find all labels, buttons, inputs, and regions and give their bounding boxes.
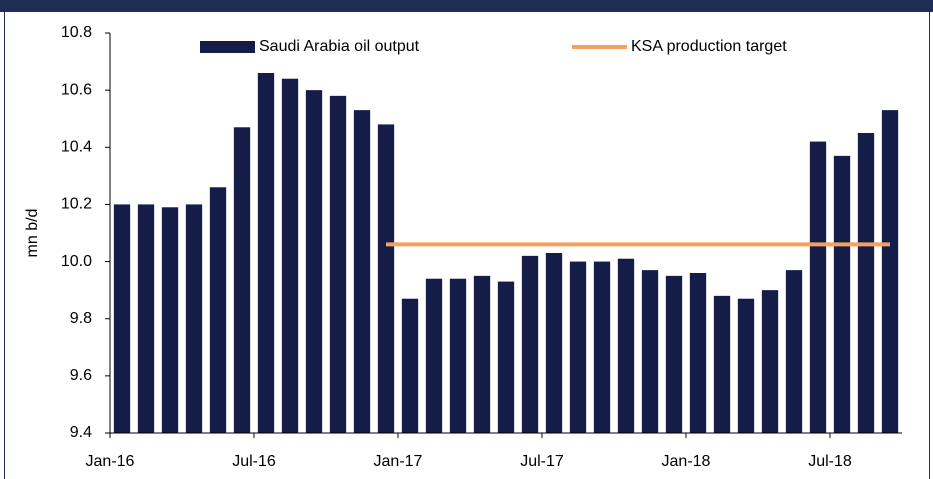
x-tick-label: Jan-18 (662, 453, 711, 470)
bar (257, 73, 275, 433)
bar (689, 273, 707, 433)
bar (329, 95, 347, 433)
bar (737, 298, 755, 433)
legend-swatch (200, 41, 255, 53)
bar (665, 275, 683, 433)
bar (137, 204, 155, 433)
y-tick-label: 10.6 (61, 81, 92, 98)
x-tick-label: Jan-17 (374, 453, 423, 470)
bar (545, 253, 563, 433)
bar (233, 127, 251, 434)
bar (185, 204, 203, 433)
y-tick-label: 9.8 (70, 310, 92, 327)
y-tick-label: 9.4 (70, 424, 92, 441)
bar (113, 204, 131, 433)
bar (521, 255, 539, 433)
y-tick-label: 10.8 (61, 24, 92, 41)
bar (377, 124, 395, 433)
bar (857, 133, 875, 433)
bar (593, 261, 611, 433)
x-tick-label: Jul-17 (520, 453, 564, 470)
x-tick-label: Jan-16 (86, 453, 135, 470)
y-tick-label: 10.2 (61, 196, 92, 213)
bar (761, 290, 779, 433)
bar (809, 141, 827, 434)
bar (161, 207, 179, 433)
x-tick-label: Jul-18 (808, 453, 852, 470)
legend-label: KSA production target (631, 38, 787, 55)
bar (569, 261, 587, 433)
bar (449, 278, 467, 433)
bar (641, 270, 659, 433)
y-tick-label: 10.4 (61, 139, 92, 156)
y-axis-label: mn b/d (24, 209, 41, 258)
bar (833, 155, 851, 433)
bar (785, 270, 803, 433)
legend-label: Saudi Arabia oil output (259, 38, 420, 55)
bar (305, 90, 323, 434)
bar (473, 275, 491, 433)
bar (353, 110, 371, 434)
y-tick-label: 9.6 (70, 367, 92, 384)
bar (209, 187, 227, 433)
y-tick-label: 10.0 (61, 253, 92, 270)
x-tick-label: Jul-16 (232, 453, 276, 470)
bar (617, 258, 635, 433)
header-band (0, 0, 933, 12)
bar (425, 278, 443, 433)
bar (401, 298, 419, 433)
bar (881, 110, 899, 434)
bar (281, 78, 299, 433)
bar (713, 295, 731, 433)
bar (497, 281, 515, 433)
